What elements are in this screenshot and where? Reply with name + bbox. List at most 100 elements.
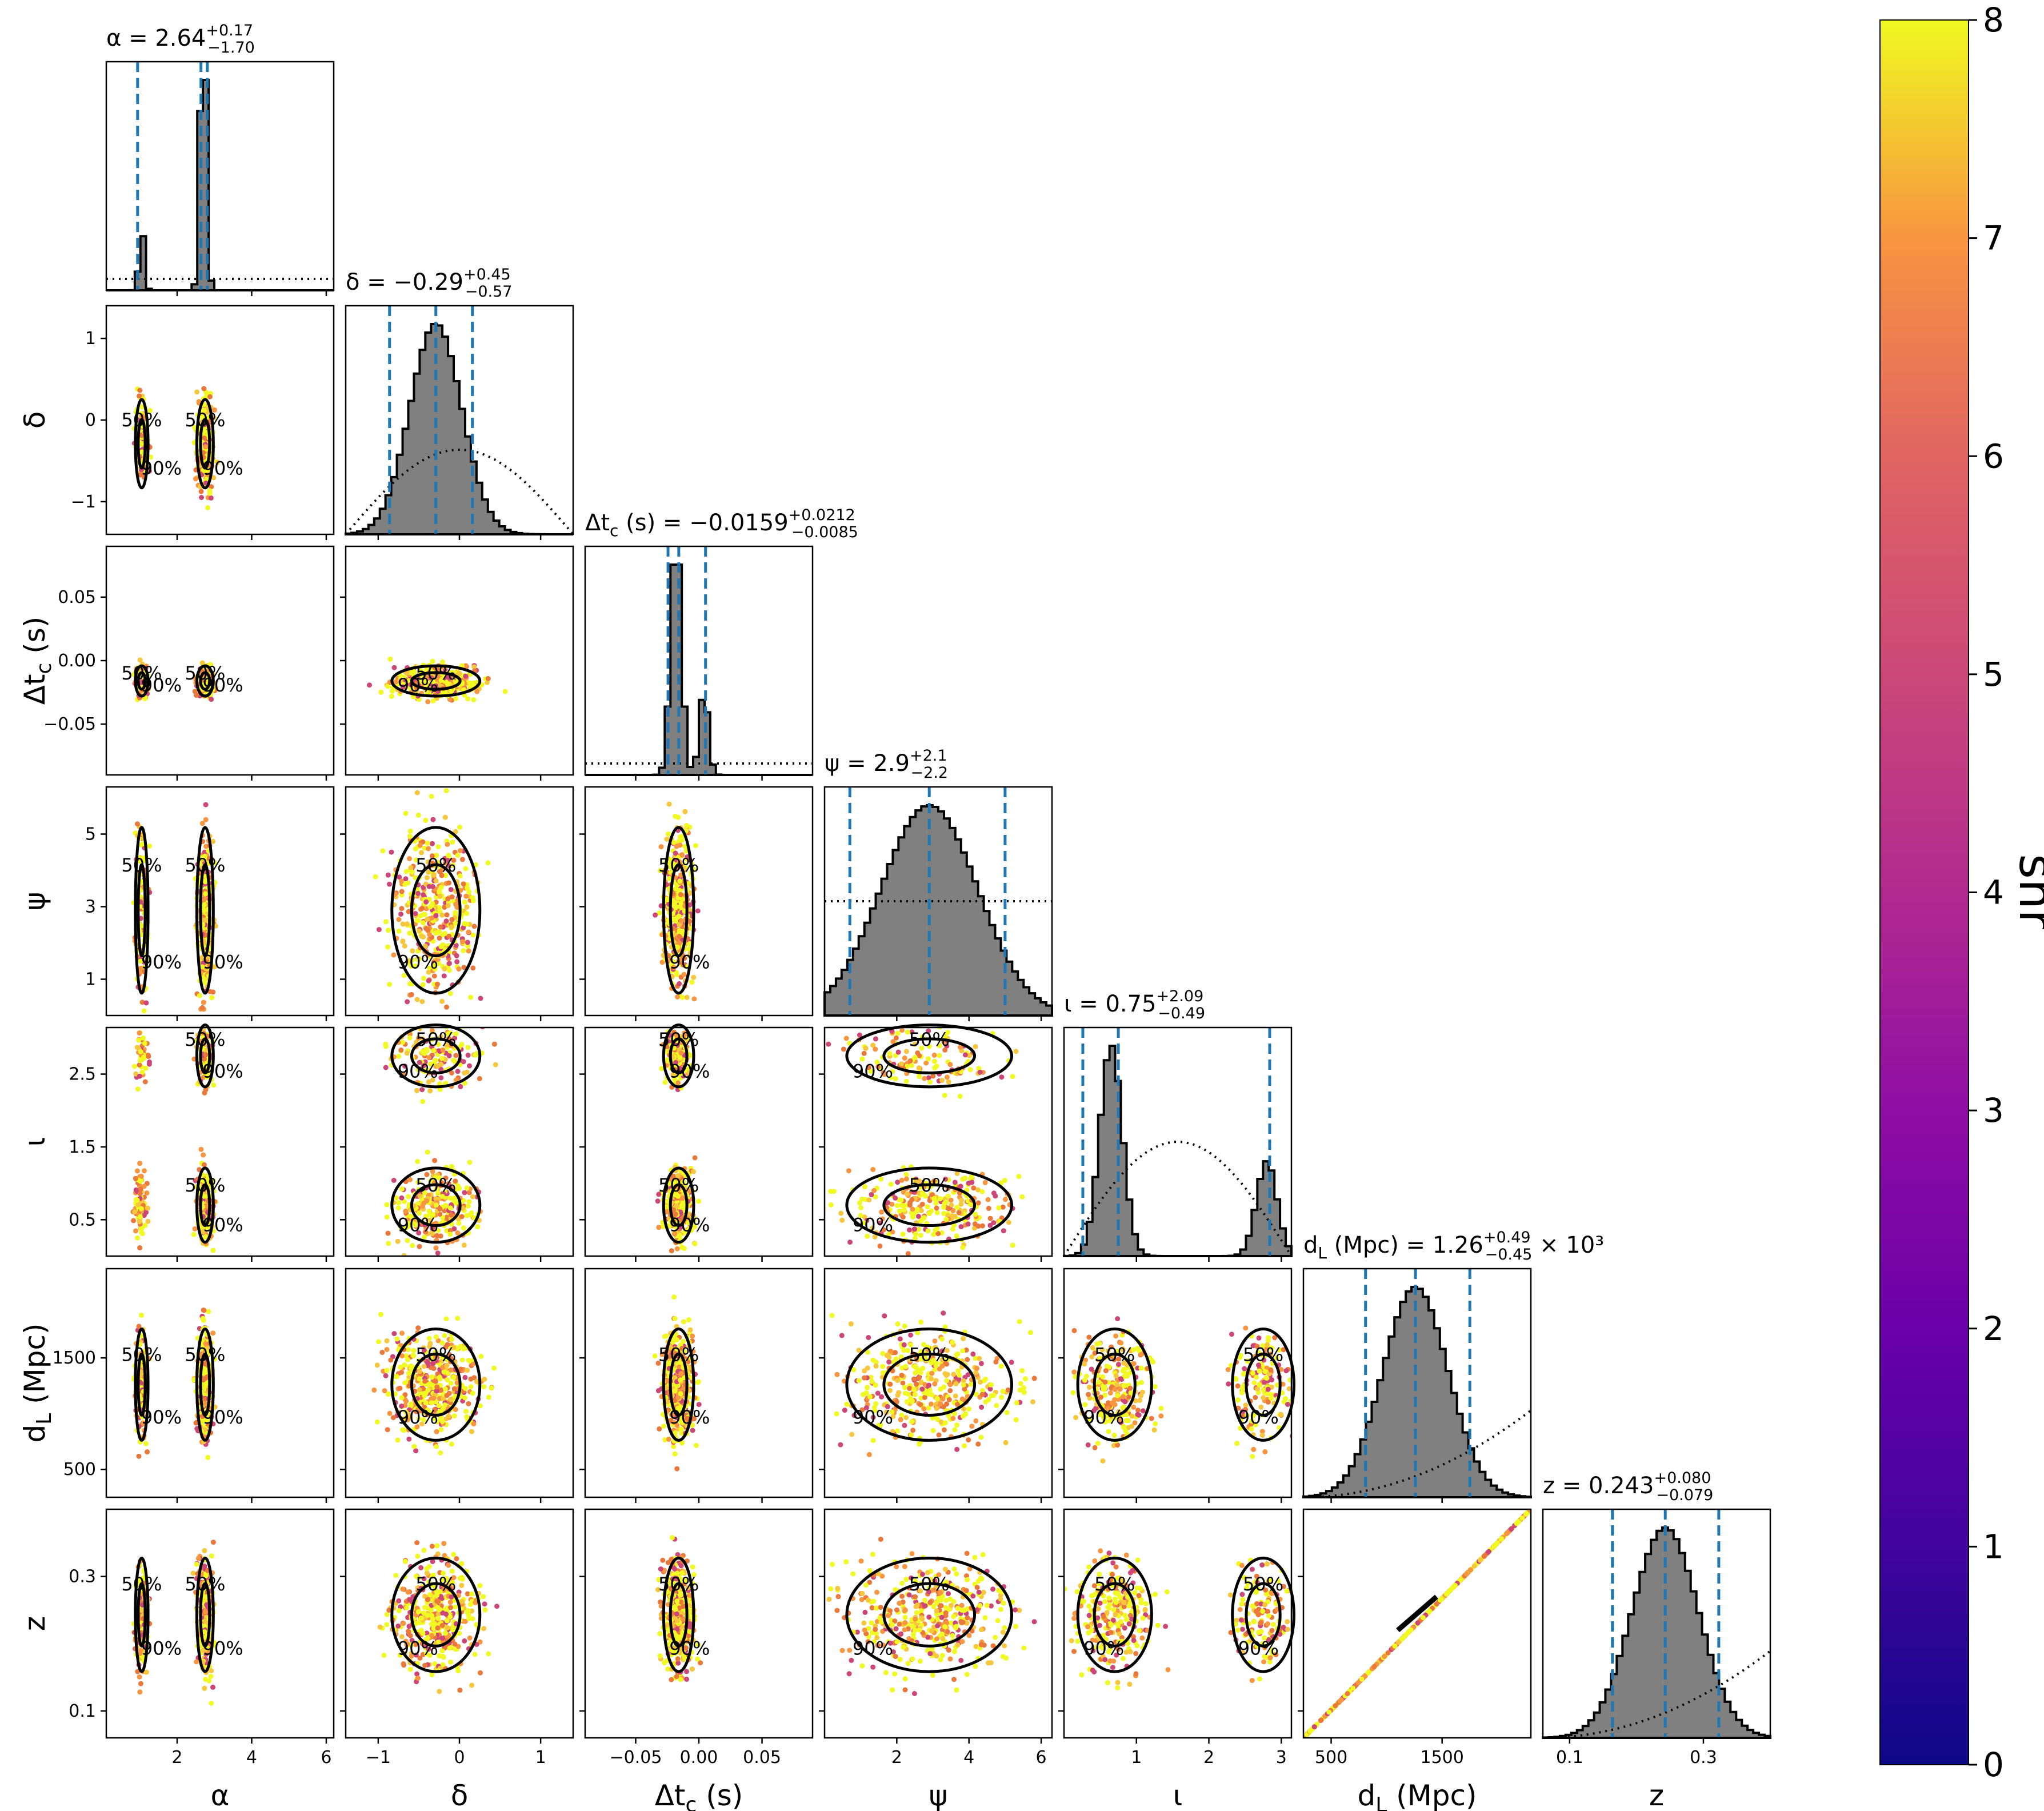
scatter-point xyxy=(662,1080,668,1085)
scatter-point xyxy=(917,1053,922,1058)
scatter-point xyxy=(465,885,470,891)
scatter-point xyxy=(943,1217,949,1222)
scatter-point xyxy=(439,1194,445,1200)
scatter-point xyxy=(673,886,678,892)
axes-frame xyxy=(105,61,335,291)
scatter-point xyxy=(191,1232,197,1237)
contour-50 xyxy=(669,1037,689,1074)
axes-frame xyxy=(823,786,1053,1017)
scatter-point xyxy=(926,1075,931,1081)
scatter-point xyxy=(422,912,427,917)
scatter-point xyxy=(210,838,215,844)
scatter-point xyxy=(687,941,693,946)
scatter-point xyxy=(455,1184,461,1189)
scatter-point xyxy=(403,1225,409,1230)
scatter-point xyxy=(962,1052,968,1058)
scatter-point xyxy=(449,924,454,930)
scatter-point xyxy=(894,1203,900,1208)
scatter-point xyxy=(948,1197,954,1203)
scatter-point xyxy=(448,887,454,893)
scatter-point xyxy=(134,821,140,827)
scatter-point xyxy=(143,1000,149,1006)
scatter-point xyxy=(859,1056,865,1062)
scatter-point xyxy=(201,1308,206,1313)
scatter-point xyxy=(137,1161,143,1166)
contour-label-50: 50% xyxy=(121,854,162,876)
scatter-point xyxy=(415,1180,421,1185)
scatter-point xyxy=(913,1231,918,1237)
scatter-point xyxy=(433,683,439,689)
scatter-point xyxy=(439,1056,445,1061)
scatter-point xyxy=(455,1230,461,1236)
contour-90 xyxy=(845,1166,1014,1244)
scatter-point xyxy=(912,1054,918,1060)
scatter-point xyxy=(677,859,682,865)
scatter-point xyxy=(438,1427,444,1433)
scatter-point xyxy=(986,1206,991,1211)
scatter-point xyxy=(135,1086,141,1092)
scatter-point xyxy=(384,1214,390,1220)
scatter-point xyxy=(407,1177,413,1182)
contour-50 xyxy=(882,1183,977,1228)
scatter-point xyxy=(133,1187,139,1193)
contour-50 xyxy=(137,863,147,958)
scatter-point xyxy=(201,1031,207,1037)
contour-90 xyxy=(662,1024,695,1089)
scatter-point xyxy=(462,921,467,926)
contour-label-50: 50% xyxy=(415,662,456,684)
scatter-point xyxy=(985,1197,991,1202)
scatter-point xyxy=(137,1073,142,1079)
contour-90 xyxy=(662,1166,695,1244)
scatter-point xyxy=(682,1030,687,1036)
scatter-point xyxy=(469,1429,474,1434)
contour-label-90: 90% xyxy=(398,674,438,696)
scatter-point xyxy=(464,910,470,916)
scatter-point xyxy=(909,1197,915,1202)
axes-frame xyxy=(584,786,814,1017)
scatter-point xyxy=(399,889,405,894)
scatter-point xyxy=(926,1028,931,1034)
scatter-point xyxy=(457,848,463,854)
scatter-point xyxy=(142,1079,148,1085)
scatter-point xyxy=(424,1198,430,1204)
scatter-point xyxy=(471,697,477,702)
scatter-point xyxy=(141,1213,147,1218)
scatter-point xyxy=(468,994,474,1000)
scatter-point xyxy=(430,817,436,822)
scatter-point xyxy=(426,978,431,984)
scatter-point xyxy=(399,1195,405,1201)
scatter-point xyxy=(467,1063,472,1069)
scatter-point xyxy=(400,1040,406,1045)
scatter-point xyxy=(965,1221,971,1227)
contour-label-50: 50% xyxy=(658,854,699,876)
scatter-point xyxy=(846,1168,851,1174)
scatter-point xyxy=(677,842,683,848)
scatter-point xyxy=(920,1190,925,1196)
scatter-point xyxy=(485,860,491,866)
scatter-point xyxy=(141,1054,146,1060)
scatter-point xyxy=(489,1385,494,1391)
scatter-point xyxy=(141,1035,146,1041)
scatter-point xyxy=(428,1178,434,1184)
scatter-point xyxy=(431,1048,437,1053)
contour-50 xyxy=(199,671,211,691)
scatter-point xyxy=(203,1375,209,1381)
scatter-point xyxy=(203,1234,209,1240)
scatter-point xyxy=(445,842,450,847)
axes-frame xyxy=(823,1026,1053,1257)
scatter-point xyxy=(425,1149,430,1155)
scatter-point xyxy=(138,441,144,447)
scatter-point xyxy=(429,794,434,799)
scatter-point xyxy=(893,1053,898,1058)
contour-label-50: 50% xyxy=(415,1029,456,1050)
scatter-point xyxy=(145,1449,150,1455)
scatter-point xyxy=(399,878,405,884)
scatter-point xyxy=(914,1206,920,1212)
scatter-point xyxy=(695,908,701,914)
scatter-point xyxy=(922,1076,927,1081)
scatter-point xyxy=(433,1202,439,1208)
scatter-point xyxy=(139,449,145,455)
scatter-point xyxy=(141,858,146,863)
scatter-point xyxy=(674,1203,679,1209)
scatter-point xyxy=(429,1028,435,1033)
